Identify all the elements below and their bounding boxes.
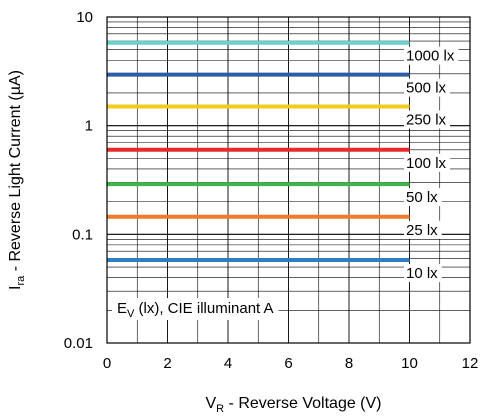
x-tick-label: 2	[163, 355, 171, 372]
y-tick-label: 0.1	[72, 226, 93, 243]
series-label-background	[404, 264, 442, 283]
y-tick-labels: 0.01 0.1 1 10	[64, 9, 93, 352]
series-label: 100 lx	[406, 155, 447, 172]
series-label-background	[404, 188, 442, 207]
y-tick-label: 10	[76, 9, 93, 26]
x-tick-label: 12	[462, 355, 479, 372]
series-label: 25 lx	[406, 222, 438, 239]
series-label-background	[404, 153, 451, 172]
series-label: 250 lx	[406, 112, 447, 129]
x-tick-label: 6	[284, 355, 292, 372]
y-tick-label: 0.01	[64, 335, 93, 352]
y-tick-label: 1	[85, 118, 93, 135]
x-tick-label: 10	[401, 355, 418, 372]
series-label: 50 lx	[406, 189, 438, 206]
x-tick-label: 4	[224, 355, 232, 372]
x-tick-labels: 0 2 4 6 8 10 12	[103, 355, 479, 372]
grid	[107, 17, 470, 343]
series-label-background	[404, 110, 451, 129]
x-tick-label: 8	[345, 355, 353, 372]
x-tick-label: 0	[103, 355, 111, 372]
annotation-text: EV (lx), CIE illuminant A	[117, 300, 274, 320]
series-label: 1000 lx	[406, 48, 455, 65]
series-label-background	[404, 78, 451, 97]
series-label-background	[404, 46, 459, 65]
annotation-background	[112, 298, 279, 320]
plot-frame	[106, 16, 471, 344]
y-axis-title: Ira - Reverse Light Current (µA)	[7, 70, 27, 290]
series-lines	[107, 40, 410, 263]
series-label-background	[404, 220, 442, 239]
series-label: 500 lx	[406, 80, 447, 97]
series-labels: 1000 lx 500 lx 250 lx 100 lx 50 lx 25 lx 10 lx	[404, 46, 459, 283]
series-label: 10 lx	[406, 265, 438, 282]
x-axis-title: VR - Reverse Voltage (V)	[205, 395, 381, 415]
annotation: EV (lx), CIE illuminant A	[112, 298, 279, 320]
